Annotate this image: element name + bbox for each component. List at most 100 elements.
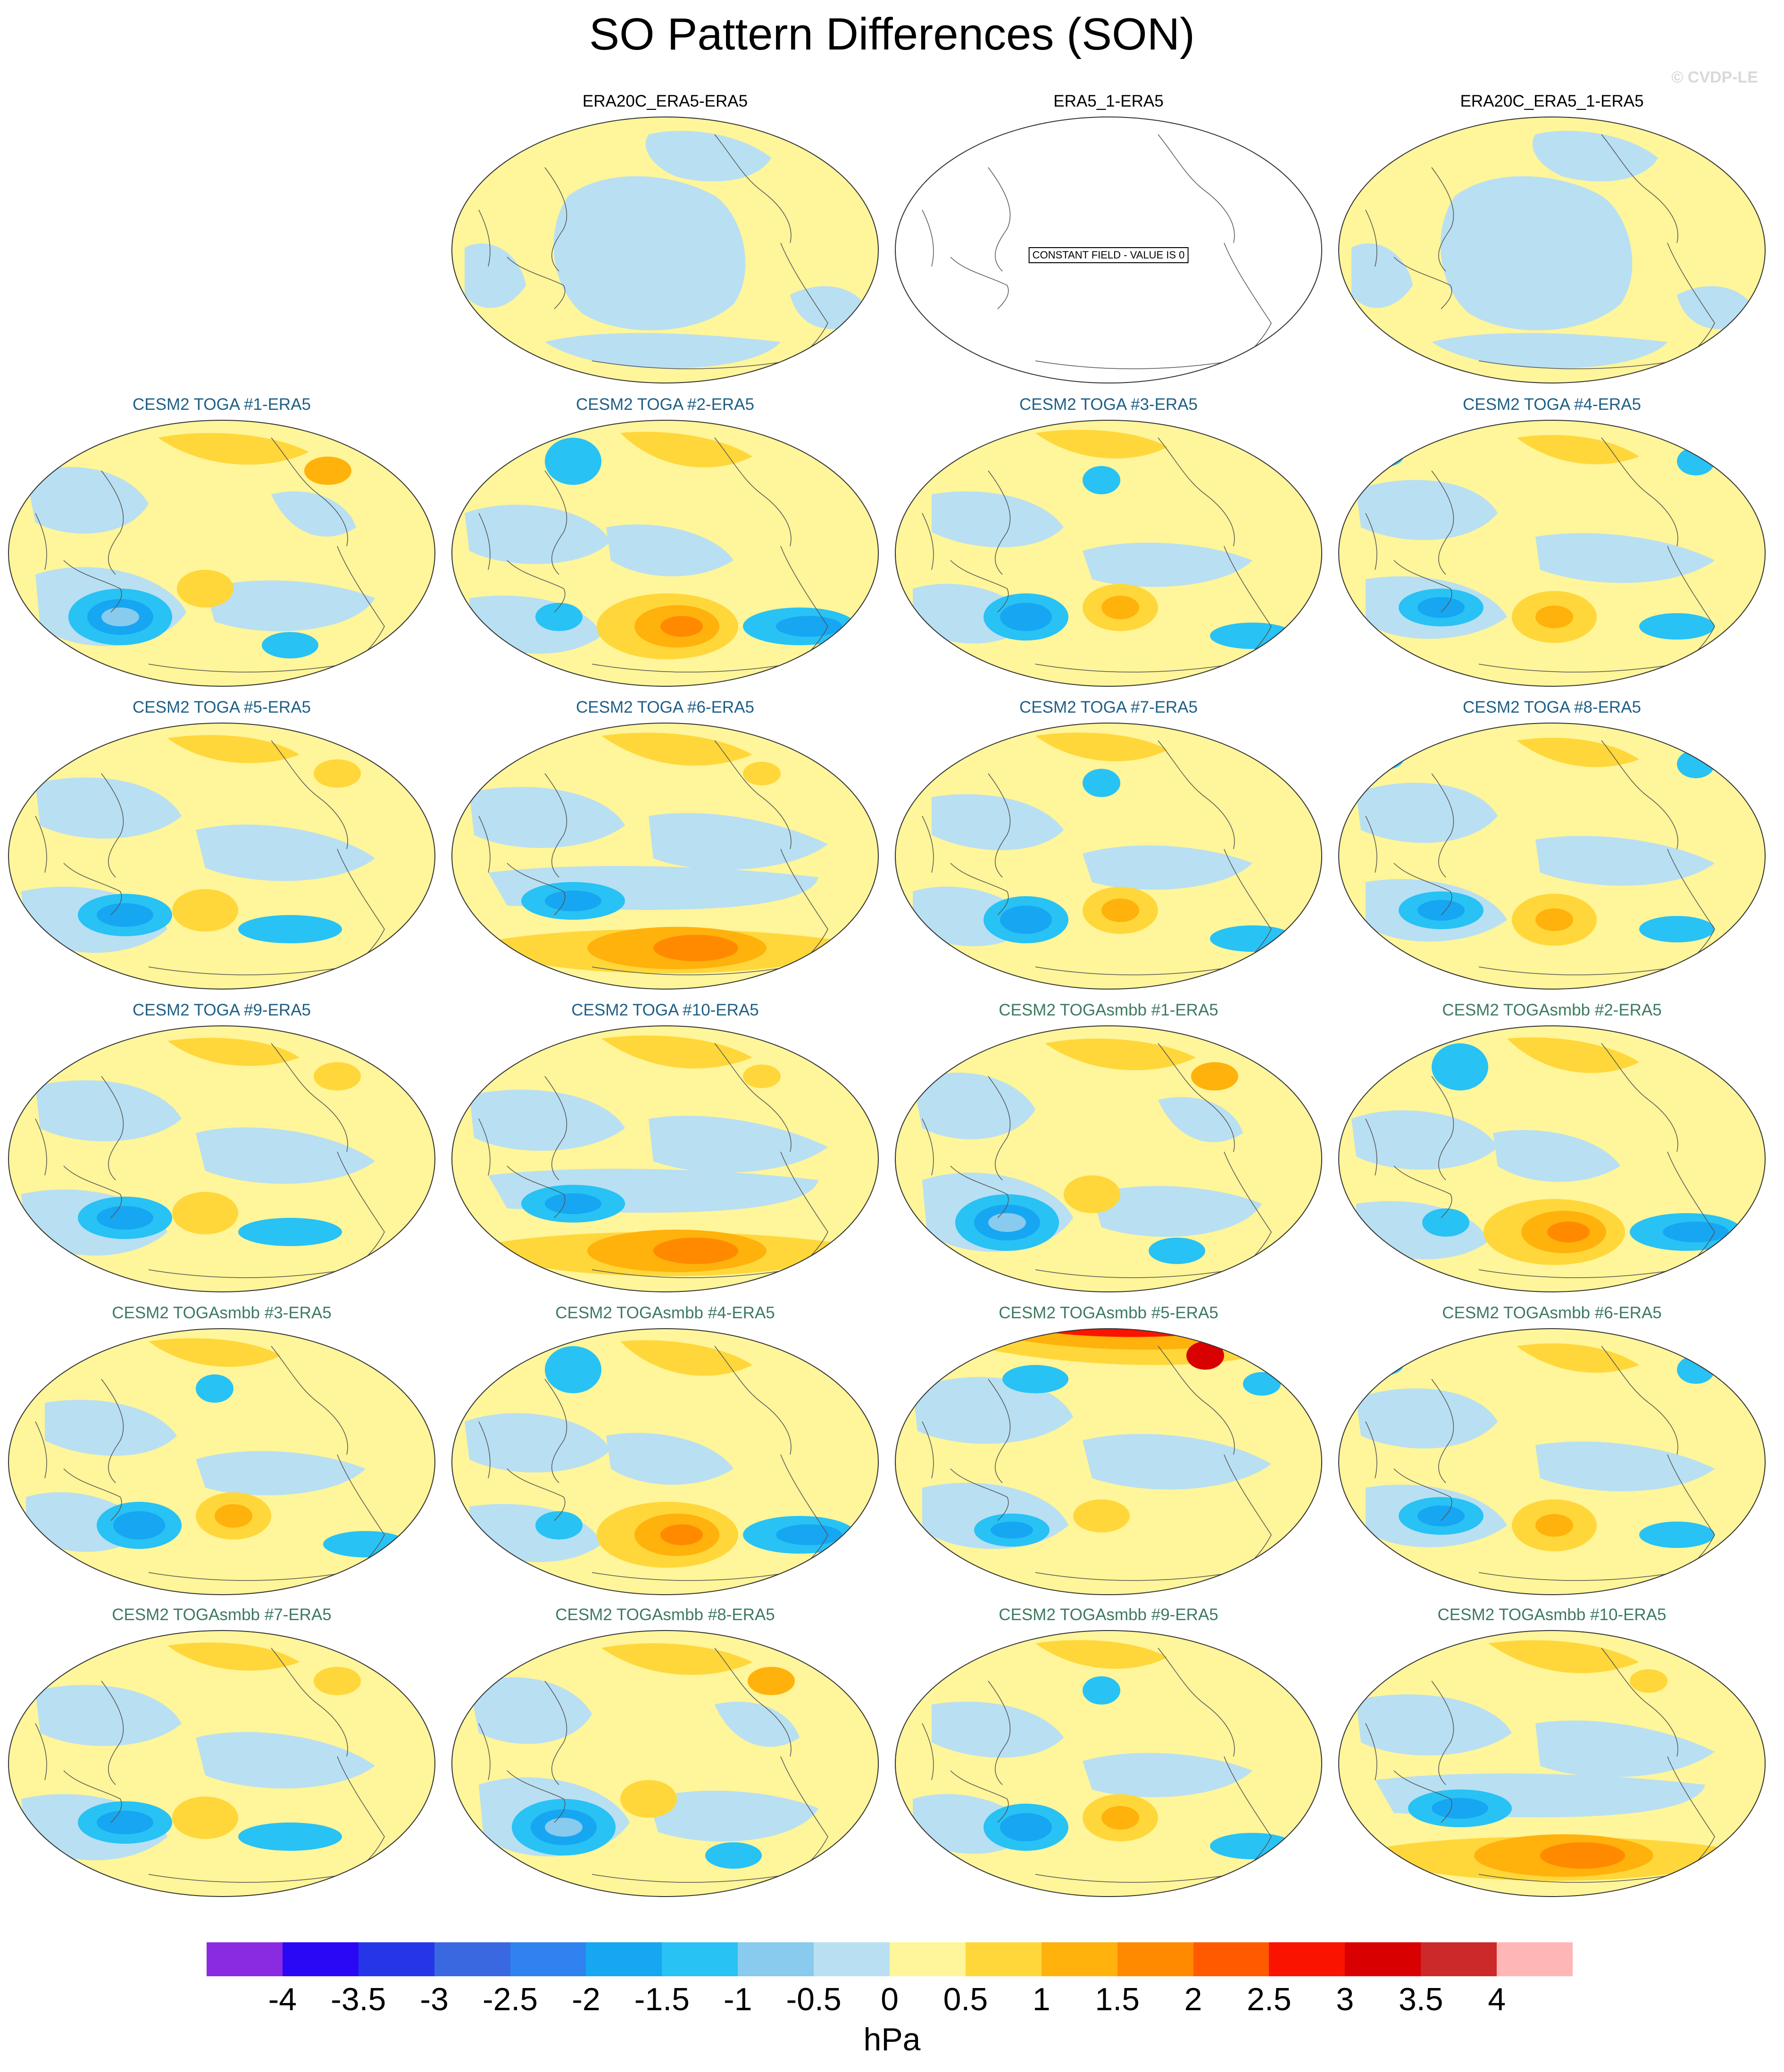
world-map: CONSTANT FIELD - VALUE IS 0	[894, 116, 1323, 384]
contour-region	[1517, 1343, 1639, 1373]
coastline	[271, 437, 348, 547]
coastline	[1158, 740, 1235, 849]
coastline	[988, 773, 1011, 878]
contour-region	[1517, 738, 1639, 767]
contour-region	[1422, 1208, 1469, 1237]
contour-region	[620, 432, 752, 467]
colorbar-ticks: -4 -3.5 -3 -2.5 -2 -1.5 -1 -0.5 0 0.5 1 1.5 2 2.5 3 3.5…	[207, 1981, 1573, 2023]
map-border	[1338, 420, 1766, 687]
coastline	[1365, 513, 1377, 570]
contour-region	[167, 735, 300, 763]
coastline	[1393, 1770, 1452, 1823]
contour-region	[1547, 1222, 1590, 1242]
coastline	[544, 1076, 567, 1181]
colorbar-swatch	[1497, 1942, 1573, 1976]
colorbar-swatch	[282, 1942, 358, 1976]
coastline	[271, 740, 348, 849]
map-border	[451, 723, 879, 990]
contour-region	[705, 1842, 762, 1869]
map-border	[8, 1630, 435, 1897]
colorbar-swatch	[965, 1942, 1042, 1976]
world-map	[894, 1629, 1323, 1898]
coastline	[592, 360, 791, 369]
contour-region	[1351, 243, 1413, 308]
coastline	[35, 1723, 47, 1781]
coastline	[1393, 560, 1452, 613]
colorbar-tick-label: 0	[881, 1981, 899, 2017]
map-border	[8, 420, 435, 687]
coastline	[1365, 209, 1377, 267]
coastline	[1158, 1648, 1235, 1757]
contour-region	[1663, 1222, 1729, 1242]
contour-region	[1639, 613, 1715, 640]
contour-region	[1677, 1356, 1715, 1384]
world-map	[450, 1327, 880, 1596]
contour-region	[1351, 1110, 1498, 1170]
coastline	[988, 1076, 1011, 1181]
coastline	[63, 1468, 122, 1521]
contour-region	[1535, 908, 1573, 931]
contour-region	[1035, 1640, 1167, 1669]
contour-region	[172, 889, 238, 932]
coastline	[1365, 1118, 1377, 1176]
panel-title: CESM2 TOGAsmbb #7-ERA5	[112, 1606, 332, 1624]
contour-region	[1092, 1186, 1262, 1237]
coastline	[507, 1165, 566, 1218]
map-border	[1338, 1630, 1766, 1897]
contour-region	[1366, 446, 1403, 467]
contour-region	[1639, 916, 1715, 942]
colorbar-tick-label: -3.5	[331, 1981, 386, 2017]
contour-region	[535, 1511, 583, 1539]
coastline	[63, 560, 122, 613]
map-border	[1338, 723, 1766, 990]
contour-region	[660, 1524, 703, 1545]
contour-region	[1035, 732, 1167, 761]
contour-region	[653, 1238, 738, 1264]
world-map	[450, 1629, 880, 1898]
coastline	[148, 664, 347, 673]
contour-region	[913, 1073, 1035, 1140]
colorbar-swatch	[814, 1942, 890, 1976]
coastline	[922, 1723, 934, 1781]
contour-region	[1535, 533, 1715, 583]
coastline	[1035, 1572, 1234, 1581]
map-panel: ERA20C_ERA5-ERA5	[443, 92, 887, 387]
contour-region	[1639, 1522, 1715, 1548]
colorbar-swatch	[1041, 1942, 1117, 1976]
world-map	[7, 1024, 436, 1293]
contour-region	[1243, 1372, 1281, 1396]
contour-region	[715, 1701, 800, 1747]
map-border	[1338, 1328, 1766, 1595]
world-map	[450, 419, 880, 688]
coastline	[507, 257, 566, 309]
contour-region	[1045, 1039, 1196, 1071]
coastline	[950, 257, 1009, 309]
contour-region	[1083, 769, 1120, 797]
colorbar-tick-label: -0.5	[786, 1981, 842, 2017]
coastline	[950, 1468, 1009, 1521]
map-border	[895, 420, 1322, 687]
contour-region	[743, 762, 781, 785]
panel-title: CESM2 TOGAsmbb #3-ERA5	[112, 1304, 332, 1322]
coastline	[950, 560, 1009, 613]
contour-region	[172, 1192, 238, 1234]
watermark: © CVDP-LE	[1671, 68, 1758, 86]
panel-title: ERA5_1-ERA5	[1053, 92, 1164, 110]
contour-region	[748, 1667, 795, 1695]
coastline	[1158, 1346, 1235, 1455]
colorbar-tick-label: 0.5	[943, 1981, 988, 2017]
coastline	[1365, 1723, 1377, 1781]
contour-region	[1158, 1097, 1243, 1142]
contour-region	[35, 1685, 182, 1746]
colorbar-swatch	[510, 1942, 586, 1976]
contour-region	[26, 467, 149, 534]
contour-region	[1517, 435, 1639, 465]
coastline	[101, 1379, 124, 1483]
contour-region	[238, 1218, 342, 1246]
coastline	[1601, 740, 1678, 849]
coastline	[988, 167, 1011, 272]
contour-region	[1083, 1434, 1271, 1490]
coastline	[1035, 1874, 1234, 1883]
coastline	[1158, 134, 1235, 243]
coastline	[592, 1572, 791, 1581]
